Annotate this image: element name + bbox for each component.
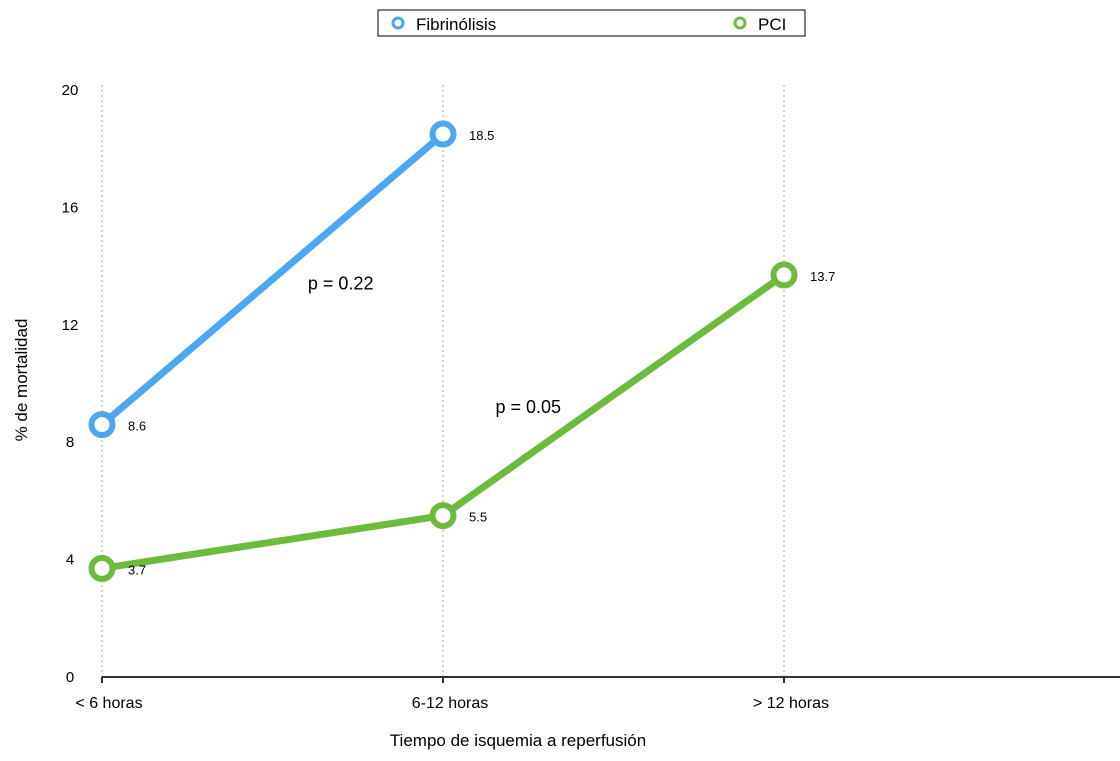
point-pci-2 (429, 502, 457, 530)
x-axis-title: Tiempo de isquemia a reperfusión (390, 731, 646, 750)
y-tick-label-8: 8 (66, 434, 74, 451)
y-tick-label-20: 20 (62, 82, 79, 99)
legend-marker-pci (733, 16, 747, 30)
x-axis-ticks: < 6 horas 6-12 horas > 12 horas (75, 677, 829, 712)
legend-marker-fibrinolisis (391, 16, 405, 30)
y-tick-label-12: 12 (62, 317, 79, 334)
point-fibrinolisis-1 (88, 411, 116, 439)
x-tick-label-3: > 12 horas (753, 695, 829, 712)
point-pci-3 (770, 261, 798, 289)
data-labels: 8.6 18.5 3.7 5.5 13.7 (128, 128, 835, 577)
annotation-p-value-2: p = 0.05 (495, 397, 561, 417)
annotation-p-value-1: p = 0.22 (308, 274, 374, 294)
data-label-pci-3: 13.7 (810, 269, 835, 284)
y-tick-label-4: 4 (66, 552, 74, 569)
data-label-pci-2: 5.5 (469, 510, 487, 525)
grid-lines (101, 85, 785, 677)
series-layer (88, 120, 798, 582)
series-line-fibrinolisis (98, 130, 447, 429)
legend: Fibrinólisis PCI (377, 9, 806, 37)
data-label-pci-1: 3.7 (128, 562, 146, 577)
data-label-fibrinolisis-1: 8.6 (128, 419, 146, 434)
y-tick-label-0: 0 (66, 669, 74, 686)
y-axis-title: % de mortalidad (12, 319, 31, 442)
point-fibrinolisis-2 (429, 120, 457, 148)
y-tick-label-16: 16 (62, 199, 79, 216)
x-tick-label-1: < 6 horas (75, 695, 142, 712)
annotations: p = 0.22 p = 0.05 (308, 274, 561, 417)
legend-label-pci: PCI (758, 15, 786, 34)
y-axis-ticks: 0 4 8 12 16 20 (62, 82, 79, 686)
data-label-fibrinolisis-2: 18.5 (469, 128, 494, 143)
legend-label-fibrinolisis: Fibrinólisis (416, 15, 496, 34)
point-pci-1 (88, 554, 116, 582)
x-tick-label-2: 6-12 horas (412, 695, 489, 712)
